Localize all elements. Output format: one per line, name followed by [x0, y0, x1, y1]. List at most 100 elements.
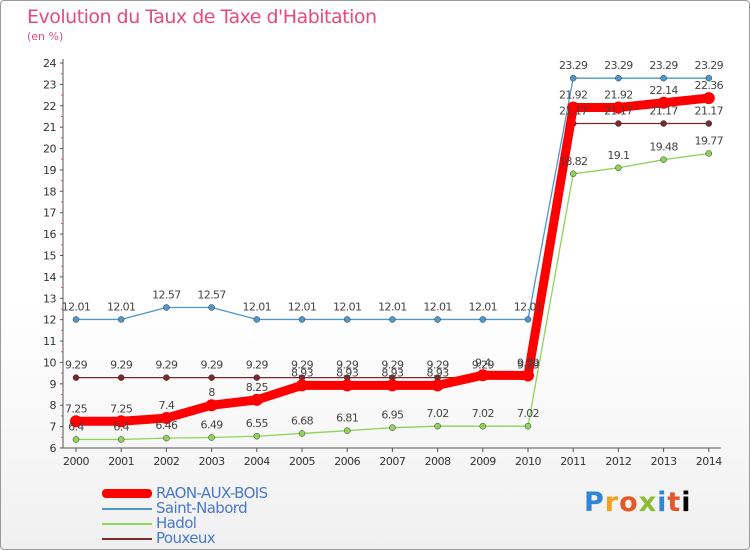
data-label-hadol: 6.68: [291, 414, 314, 427]
x-tick-label: 2014: [696, 455, 722, 468]
y-tick-label: 15: [43, 250, 56, 263]
data-label-saint-nabord: 23.29: [649, 59, 678, 72]
data-point-saint-nabord: [569, 74, 577, 82]
x-tick-label: 2005: [289, 455, 315, 468]
data-point-pouxeux: [208, 374, 215, 381]
data-label-saint-nabord: 12.01: [288, 300, 317, 313]
y-tick-label: 21: [43, 121, 56, 134]
data-point-pouxeux: [660, 120, 667, 127]
data-point-hadol: [208, 434, 215, 441]
data-point-raon-aux-bois: [612, 101, 625, 114]
data-point-saint-nabord: [298, 316, 306, 323]
data-point-pouxeux: [117, 374, 125, 381]
data-label-pouxeux: 21.17: [649, 105, 678, 118]
y-tick-label: 18: [43, 185, 56, 198]
data-label-saint-nabord: 12.01: [107, 300, 136, 313]
x-tick-label: 2003: [199, 455, 225, 468]
x-tick-label: 2010: [515, 455, 541, 468]
data-label-saint-nabord: 12.01: [423, 300, 452, 313]
data-label-raon-aux-bois: 22.14: [649, 84, 678, 97]
data-point-saint-nabord: [705, 74, 713, 82]
data-label-pouxeux: 9.29: [472, 359, 495, 372]
data-point-pouxeux: [253, 374, 261, 381]
data-point-pouxeux: [615, 120, 622, 127]
data-point-saint-nabord: [524, 316, 532, 323]
data-point-raon-aux-bois: [205, 399, 218, 412]
data-label-hadol: 6.81: [336, 412, 358, 425]
data-label-hadol: 19.48: [649, 141, 678, 154]
x-tick-label: 2004: [244, 455, 270, 468]
y-tick-label: 10: [43, 356, 56, 369]
y-tick-label: 11: [43, 335, 56, 348]
data-point-raon-aux-bois: [431, 379, 444, 392]
data-point-raon-aux-bois: [522, 369, 534, 382]
data-label-pouxeux: 9.29: [155, 359, 178, 372]
data-label-saint-nabord: 12.57: [197, 288, 226, 301]
y-tick-label: 12: [43, 314, 56, 327]
data-point-hadol: [569, 170, 577, 178]
data-point-raon-aux-bois: [115, 415, 128, 428]
data-point-saint-nabord: [434, 316, 441, 323]
data-label-saint-nabord: 12.01: [62, 300, 91, 313]
x-tick-label: 2009: [470, 455, 496, 468]
data-point-saint-nabord: [615, 74, 622, 82]
y-tick-label: 8: [50, 399, 57, 412]
data-point-saint-nabord: [208, 304, 215, 311]
legend-swatch-hadol: [102, 523, 152, 525]
x-tick-label: 2007: [379, 455, 405, 468]
y-tick-label: 22: [43, 100, 56, 113]
data-point-saint-nabord: [117, 316, 125, 323]
x-tick-label: 2000: [63, 455, 89, 468]
data-label-hadol: 7.02: [517, 407, 539, 420]
data-label-pouxeux: 9.29: [291, 359, 314, 372]
x-tick-label: 2002: [153, 455, 179, 468]
data-point-hadol: [72, 436, 80, 443]
y-tick-label: 23: [43, 78, 56, 91]
data-point-pouxeux: [72, 374, 80, 381]
logo-letter: i: [681, 487, 692, 518]
legend-swatch-raon: [102, 489, 152, 498]
y-tick-label: 20: [43, 143, 56, 156]
logo-letter: t: [667, 487, 682, 518]
data-point-raon-aux-bois: [386, 379, 399, 392]
data-label-raon-aux-bois: 8.25: [246, 381, 269, 394]
data-point-hadol: [434, 422, 441, 430]
legend-swatch-saint-nabord: [102, 508, 152, 510]
data-label-pouxeux: 21.17: [604, 105, 633, 118]
proxiti-logo[interactable]: Proxiti: [584, 487, 692, 518]
data-label-raon-aux-bois: 21.92: [559, 88, 588, 101]
x-tick-label: 2012: [605, 455, 631, 468]
y-tick-label: 19: [43, 164, 56, 177]
data-point-raon-aux-bois: [70, 415, 82, 428]
data-label-pouxeux: 9.29: [427, 359, 450, 372]
data-label-raon-aux-bois: 8.93: [291, 366, 314, 379]
data-point-saint-nabord: [389, 316, 396, 323]
y-tick-label: 24: [43, 57, 56, 70]
data-label-saint-nabord: 12.01: [378, 300, 407, 313]
data-label-raon-aux-bois: 8.93: [427, 366, 450, 379]
logo-letter: r: [604, 487, 620, 518]
y-tick-label: 9: [50, 378, 57, 391]
data-point-hadol: [479, 422, 487, 430]
data-point-saint-nabord: [660, 74, 667, 82]
data-point-saint-nabord: [253, 316, 261, 323]
data-label-hadol: 6.4: [68, 420, 84, 433]
x-tick-label: 2013: [651, 455, 677, 468]
data-point-saint-nabord: [163, 304, 170, 311]
data-label-pouxeux: 9.29: [201, 359, 224, 372]
data-point-raon-aux-bois: [657, 96, 670, 109]
y-tick-label: 6: [50, 442, 57, 455]
legend-label-pouxeux: Pouxeux: [156, 529, 216, 547]
data-label-saint-nabord: 23.29: [695, 59, 724, 72]
data-label-hadol: 6.95: [381, 409, 404, 422]
data-label-raon-aux-bois: 9.4: [475, 356, 491, 369]
legend-label-saint-nabord: Saint-Nabord: [156, 499, 248, 517]
data-label-raon-aux-bois: 7.4: [159, 399, 175, 412]
y-tick-label: 7: [50, 421, 57, 434]
data-point-saint-nabord: [343, 316, 351, 323]
data-point-hadol: [705, 150, 713, 157]
data-point-raon-aux-bois: [250, 393, 263, 406]
data-label-hadol: 19.77: [695, 134, 724, 147]
logo-letter: x: [638, 487, 658, 518]
